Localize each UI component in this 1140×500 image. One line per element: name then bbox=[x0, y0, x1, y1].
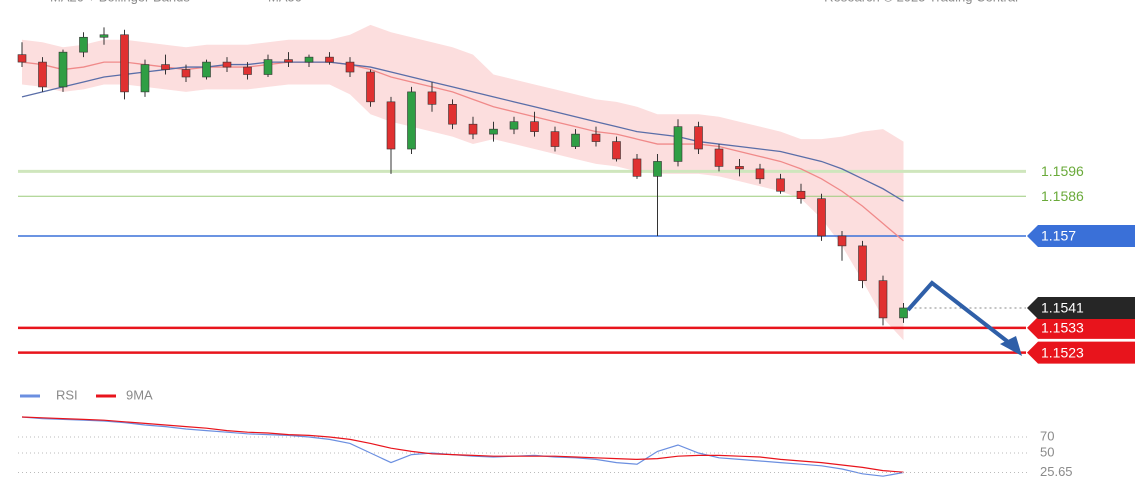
candle-body bbox=[38, 61, 47, 88]
candle-body bbox=[161, 64, 170, 70]
level-label: 1.1596 bbox=[1041, 163, 1084, 179]
candle-body bbox=[17, 54, 27, 63]
bollinger-band bbox=[22, 24, 904, 341]
level-label-box bbox=[1027, 224, 1135, 247]
candle-body bbox=[181, 69, 191, 78]
candle-body bbox=[694, 126, 703, 150]
candle-body bbox=[530, 121, 539, 132]
legend-label: MA20 + Bollinger Bands bbox=[50, 0, 190, 4]
legend-label: RSI bbox=[56, 387, 78, 402]
candle-body bbox=[673, 126, 683, 162]
legend-label: 9MA bbox=[126, 387, 153, 402]
candle-body bbox=[427, 91, 437, 105]
candle-body bbox=[79, 36, 88, 53]
candle-body bbox=[858, 245, 867, 281]
candle-body bbox=[325, 56, 334, 63]
candle-body bbox=[735, 166, 744, 170]
candle-body bbox=[468, 123, 478, 135]
candle-body bbox=[796, 190, 806, 199]
current-price-box bbox=[1027, 296, 1135, 319]
candle-body bbox=[550, 131, 560, 147]
candle-body bbox=[489, 128, 498, 135]
candle-body bbox=[284, 59, 293, 63]
candle-body bbox=[202, 61, 211, 78]
candle-body bbox=[817, 198, 826, 237]
candle-body bbox=[571, 133, 580, 147]
candle-body bbox=[345, 61, 355, 73]
level-label-box bbox=[1027, 316, 1135, 339]
level-label-box bbox=[1027, 341, 1135, 364]
candle-body bbox=[878, 280, 888, 319]
level-label: 1.1533 bbox=[1041, 320, 1084, 336]
candle-body bbox=[612, 141, 621, 160]
level-label: 1.1523 bbox=[1041, 344, 1084, 360]
candle-body bbox=[366, 71, 375, 103]
candle-body bbox=[120, 34, 129, 93]
candle-body bbox=[407, 91, 416, 150]
candle-body bbox=[386, 101, 396, 150]
price-panel: 1.1596 1.1586 1.157 1.1533 1.1523 1.1541 MA20 … bbox=[17, 0, 1135, 364]
y-tick-label: 50 bbox=[1040, 444, 1054, 459]
candle-body bbox=[899, 307, 908, 319]
level-label: 1.157 bbox=[1041, 228, 1076, 244]
level-label: 1.1586 bbox=[1041, 188, 1084, 204]
candle-body bbox=[509, 121, 519, 130]
forecast-arrowhead bbox=[1000, 336, 1022, 356]
forecast-arrow bbox=[906, 280, 1014, 347]
indicator-line bbox=[21, 416, 904, 473]
legend-label: MA50 bbox=[268, 0, 302, 4]
candle-body bbox=[140, 64, 150, 93]
candle-body bbox=[714, 148, 724, 167]
current-rsi-label: 25.65 bbox=[1040, 464, 1073, 479]
candle-body bbox=[304, 56, 314, 63]
candle-body bbox=[99, 34, 109, 38]
y-tick-label: 70 bbox=[1040, 428, 1054, 443]
candle-body bbox=[755, 168, 765, 180]
source: Research © 2025 Trading Central bbox=[824, 0, 1018, 4]
candle-body bbox=[263, 59, 273, 75]
candle-body bbox=[448, 104, 457, 125]
candle-body bbox=[591, 133, 601, 142]
candle-body bbox=[243, 66, 252, 75]
current-price-label: 1.1541 bbox=[1041, 300, 1084, 316]
candle-body bbox=[776, 178, 785, 192]
candle-body bbox=[653, 161, 662, 177]
candle-body bbox=[632, 158, 642, 177]
candle-body bbox=[222, 61, 232, 68]
indicator-line bbox=[21, 416, 904, 477]
candle-body bbox=[58, 51, 68, 88]
candle-body bbox=[837, 235, 847, 247]
